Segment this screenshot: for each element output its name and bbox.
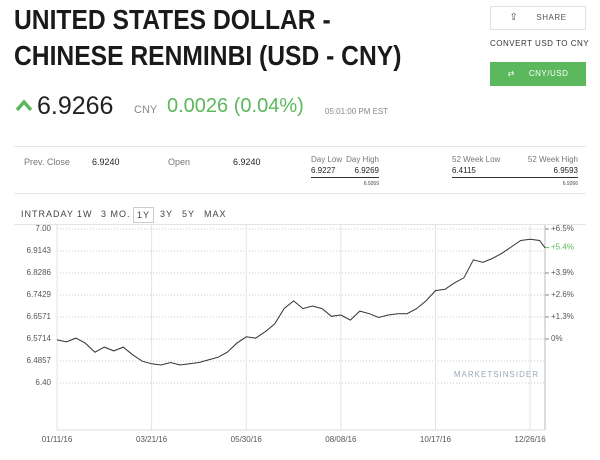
x-tick-label: 12/26/16 xyxy=(515,435,547,444)
range-bar xyxy=(311,177,379,178)
range-value: 6.4115 xyxy=(452,166,476,175)
x-tick-label: 05/30/16 xyxy=(231,435,263,444)
stat-label: Open xyxy=(168,157,191,167)
y-tick-label: 6.40 xyxy=(35,378,51,387)
range-bar xyxy=(452,177,578,178)
range-label: Day Low xyxy=(311,155,343,164)
y2-tick-label: +3.9% xyxy=(551,268,574,277)
share-button[interactable]: ⇪ SHARE xyxy=(490,6,586,30)
y-tick-label: 7.00 xyxy=(35,224,51,233)
stat-label: Prev. Close xyxy=(24,157,70,167)
range-tab[interactable]: 1Y xyxy=(133,207,155,223)
title-line: UNITED STATES DOLLAR - xyxy=(14,4,331,35)
range-label: Day High xyxy=(346,155,379,164)
y-tick-label: 6.8286 xyxy=(27,268,52,277)
pair-button[interactable]: ⇄ CNY/USD xyxy=(490,62,586,86)
range-label: 52 Week Low xyxy=(452,155,501,164)
share-label: SHARE xyxy=(536,13,567,22)
range-marker: 6.9269 xyxy=(363,181,379,187)
x-tick-label: 10/17/16 xyxy=(420,435,452,444)
x-tick-label: 08/08/16 xyxy=(325,435,357,444)
range-label: 52 Week High xyxy=(527,155,578,164)
range-value: 6.9269 xyxy=(354,166,379,175)
stat-value: 6.9240 xyxy=(92,157,120,167)
price-line xyxy=(56,238,546,366)
up-arrow xyxy=(15,99,33,112)
range-marker: 6.9266 xyxy=(562,181,578,187)
x-tick-label: 01/11/16 xyxy=(42,435,73,444)
stats-box xyxy=(14,146,586,194)
y2-tick-label: +1.3% xyxy=(551,312,574,321)
change: 0.0026 (0.04%) xyxy=(167,95,304,117)
convert-button[interactable]: CONVERT USD TO CNY xyxy=(490,39,590,48)
stat-value: 6.9240 xyxy=(233,157,261,167)
range-tab[interactable]: 5Y xyxy=(182,209,196,219)
divider xyxy=(14,224,586,225)
y-tick-label: 6.6571 xyxy=(27,312,52,321)
y-tick-label: 6.5714 xyxy=(27,334,52,343)
range-tab[interactable]: 3Y xyxy=(160,209,174,219)
price: 6.9266 xyxy=(37,92,114,120)
y-tick-label: 6.7429 xyxy=(27,290,52,299)
current-label: +5.4% xyxy=(551,243,574,252)
pair-label: CNY/USD xyxy=(528,69,569,78)
range-value: 6.9593 xyxy=(553,166,578,175)
currency: CNY xyxy=(134,104,158,116)
range-tab[interactable]: MAX xyxy=(204,209,227,219)
range-tab[interactable]: INTRADAY xyxy=(21,209,74,219)
title-line: CHINESE RENMINBI (USD - CNY) xyxy=(14,40,402,71)
y2-tick-label: 0% xyxy=(551,334,563,343)
range-tab[interactable]: 1W xyxy=(77,209,93,219)
range-tab[interactable]: 3 MO. xyxy=(101,209,131,219)
y2-tick-label: +6.5% xyxy=(551,224,574,233)
quote-time: 05:01:00 PM EST xyxy=(325,107,389,116)
x-tick-label: 03/21/16 xyxy=(136,435,168,444)
y2-tick-label: +2.6% xyxy=(551,290,574,299)
y-tick-label: 6.9143 xyxy=(27,246,52,255)
range-value: 6.9227 xyxy=(311,166,336,175)
y-tick-label: 6.4857 xyxy=(27,356,52,365)
watermark: MARKETSINSIDER xyxy=(454,370,539,379)
